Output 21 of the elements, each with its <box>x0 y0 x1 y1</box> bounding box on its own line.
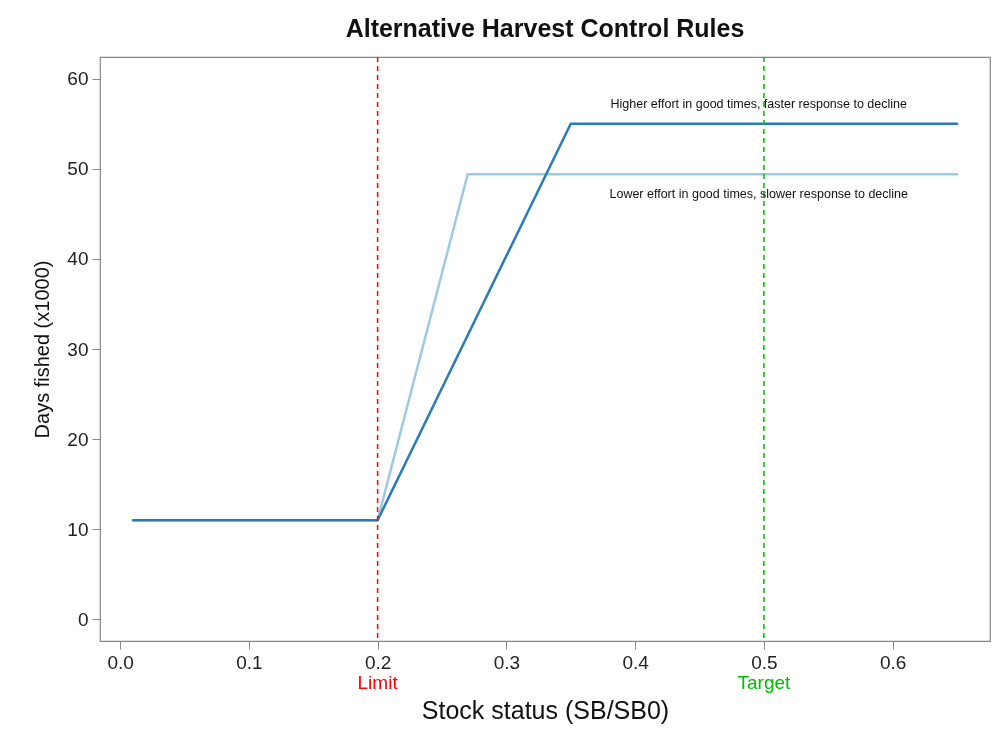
x-tick-label: 0.1 <box>236 651 263 673</box>
y-tick-label: 60 <box>67 68 89 90</box>
chart-title: Alternative Harvest Control Rules <box>345 14 745 43</box>
y-tick-label: 0 <box>77 608 89 630</box>
annotation: Lower effort in good times, slower response to decline <box>609 186 909 201</box>
y-tick-label: 40 <box>67 248 89 270</box>
x-tick-label: 0.5 <box>751 651 778 673</box>
x-tick-label: 0.4 <box>622 651 650 673</box>
x-tick-label: 0.3 <box>493 651 521 673</box>
ref-line-label: Target <box>737 672 792 693</box>
y-tick-label: 10 <box>67 518 89 540</box>
y-tick-label: 30 <box>67 338 89 360</box>
ref-line-label: Limit <box>357 672 399 693</box>
x-tick-label: 0.0 <box>107 651 134 673</box>
y-axis-title: Days fished (x1000) <box>31 260 54 439</box>
x-tick-label: 0.6 <box>879 651 907 673</box>
annotation: Higher effort in good times, faster response to decline <box>610 96 908 111</box>
y-tick-label: 50 <box>67 158 89 180</box>
x-tick-label: 0.2 <box>364 651 392 673</box>
x-axis-title: Stock status (SB/SB0) <box>421 695 670 724</box>
y-tick-label: 20 <box>67 428 89 450</box>
